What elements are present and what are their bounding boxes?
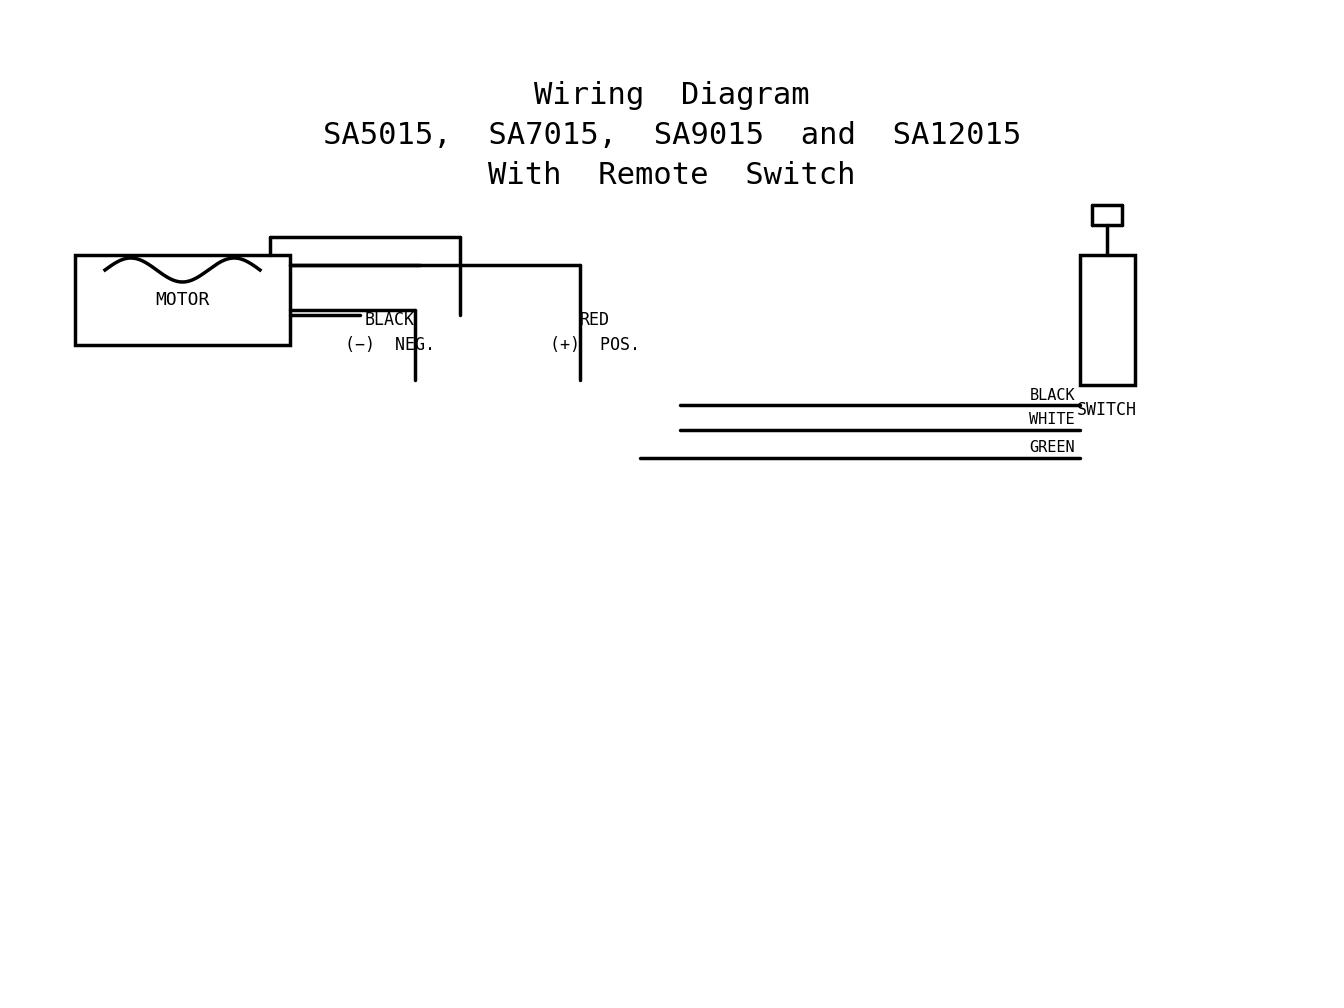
Text: (+)  POS.: (+) POS.: [550, 336, 640, 354]
Text: RED: RED: [581, 311, 610, 329]
Text: BLACK: BLACK: [1030, 387, 1075, 402]
Text: (−)  NEG.: (−) NEG.: [345, 336, 435, 354]
Text: With  Remote  Switch: With Remote Switch: [488, 160, 856, 190]
Text: GREEN: GREEN: [1030, 440, 1075, 456]
Text: BLACK: BLACK: [366, 311, 415, 329]
Text: SWITCH: SWITCH: [1077, 401, 1137, 419]
Text: SA5015,  SA7015,  SA9015  and  SA12015: SA5015, SA7015, SA9015 and SA12015: [323, 121, 1021, 149]
Text: Wiring  Diagram: Wiring Diagram: [534, 81, 810, 110]
Bar: [75, 255, 290, 345]
Text: MOTOR: MOTOR: [156, 291, 210, 309]
Bar: [1081, 255, 1134, 385]
Text: WHITE: WHITE: [1030, 412, 1075, 427]
